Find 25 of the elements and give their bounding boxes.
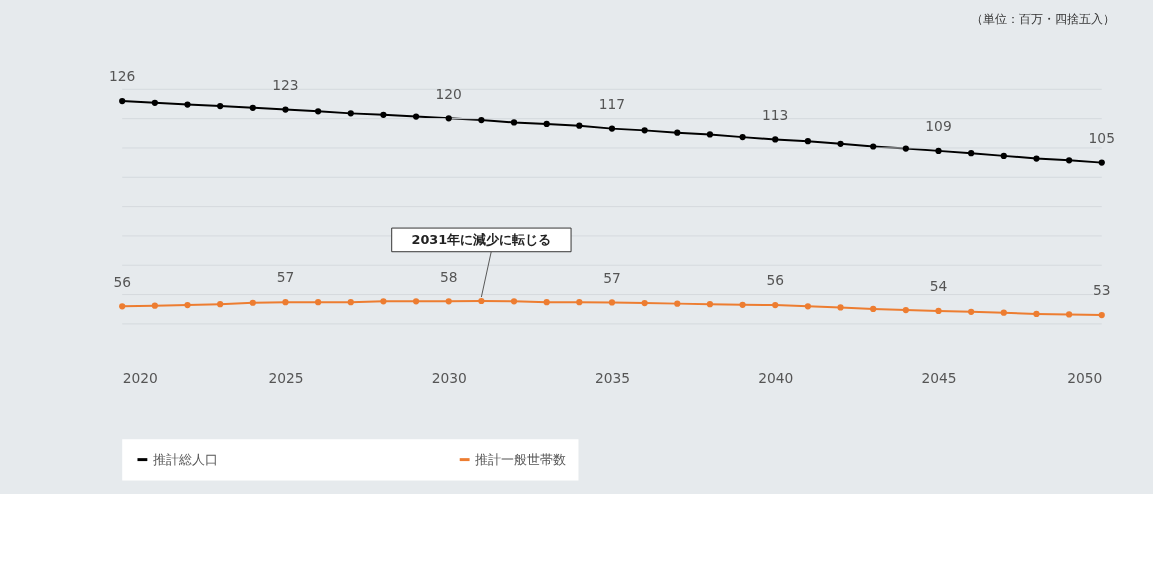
data-label: 120 bbox=[435, 85, 462, 102]
data-label: 109 bbox=[925, 118, 952, 135]
x-tick-label: 2035 bbox=[594, 369, 631, 386]
data-label: 123 bbox=[272, 76, 299, 93]
data-label: 126 bbox=[109, 68, 136, 85]
x-tick-label: 2020 bbox=[122, 369, 158, 386]
data-label: 56 bbox=[113, 273, 131, 290]
data-label: 56 bbox=[766, 272, 785, 289]
legend-label: 推計総人口 bbox=[152, 451, 218, 467]
data-label: 105 bbox=[1088, 129, 1115, 146]
data-label: 57 bbox=[276, 269, 295, 286]
data-label: 113 bbox=[762, 106, 789, 123]
legend-label: 推計一般世帯数 bbox=[475, 451, 566, 467]
x-tick-label: 2045 bbox=[921, 369, 957, 386]
x-tick-label: 2025 bbox=[268, 369, 304, 386]
x-tick-label: 2030 bbox=[431, 369, 467, 386]
data-label: 54 bbox=[929, 278, 948, 295]
text: （単位：百万・四捨五入） bbox=[970, 12, 1115, 27]
data-label: 117 bbox=[598, 95, 626, 112]
x-tick-label: 2040 bbox=[758, 369, 794, 386]
data-label: 53 bbox=[1092, 282, 1111, 299]
data-label: 58 bbox=[439, 268, 458, 285]
x-tick-label: 2050 bbox=[1067, 369, 1103, 386]
data-label: 57 bbox=[603, 269, 621, 286]
annotation: 2031年に減少に転じる bbox=[411, 231, 552, 247]
